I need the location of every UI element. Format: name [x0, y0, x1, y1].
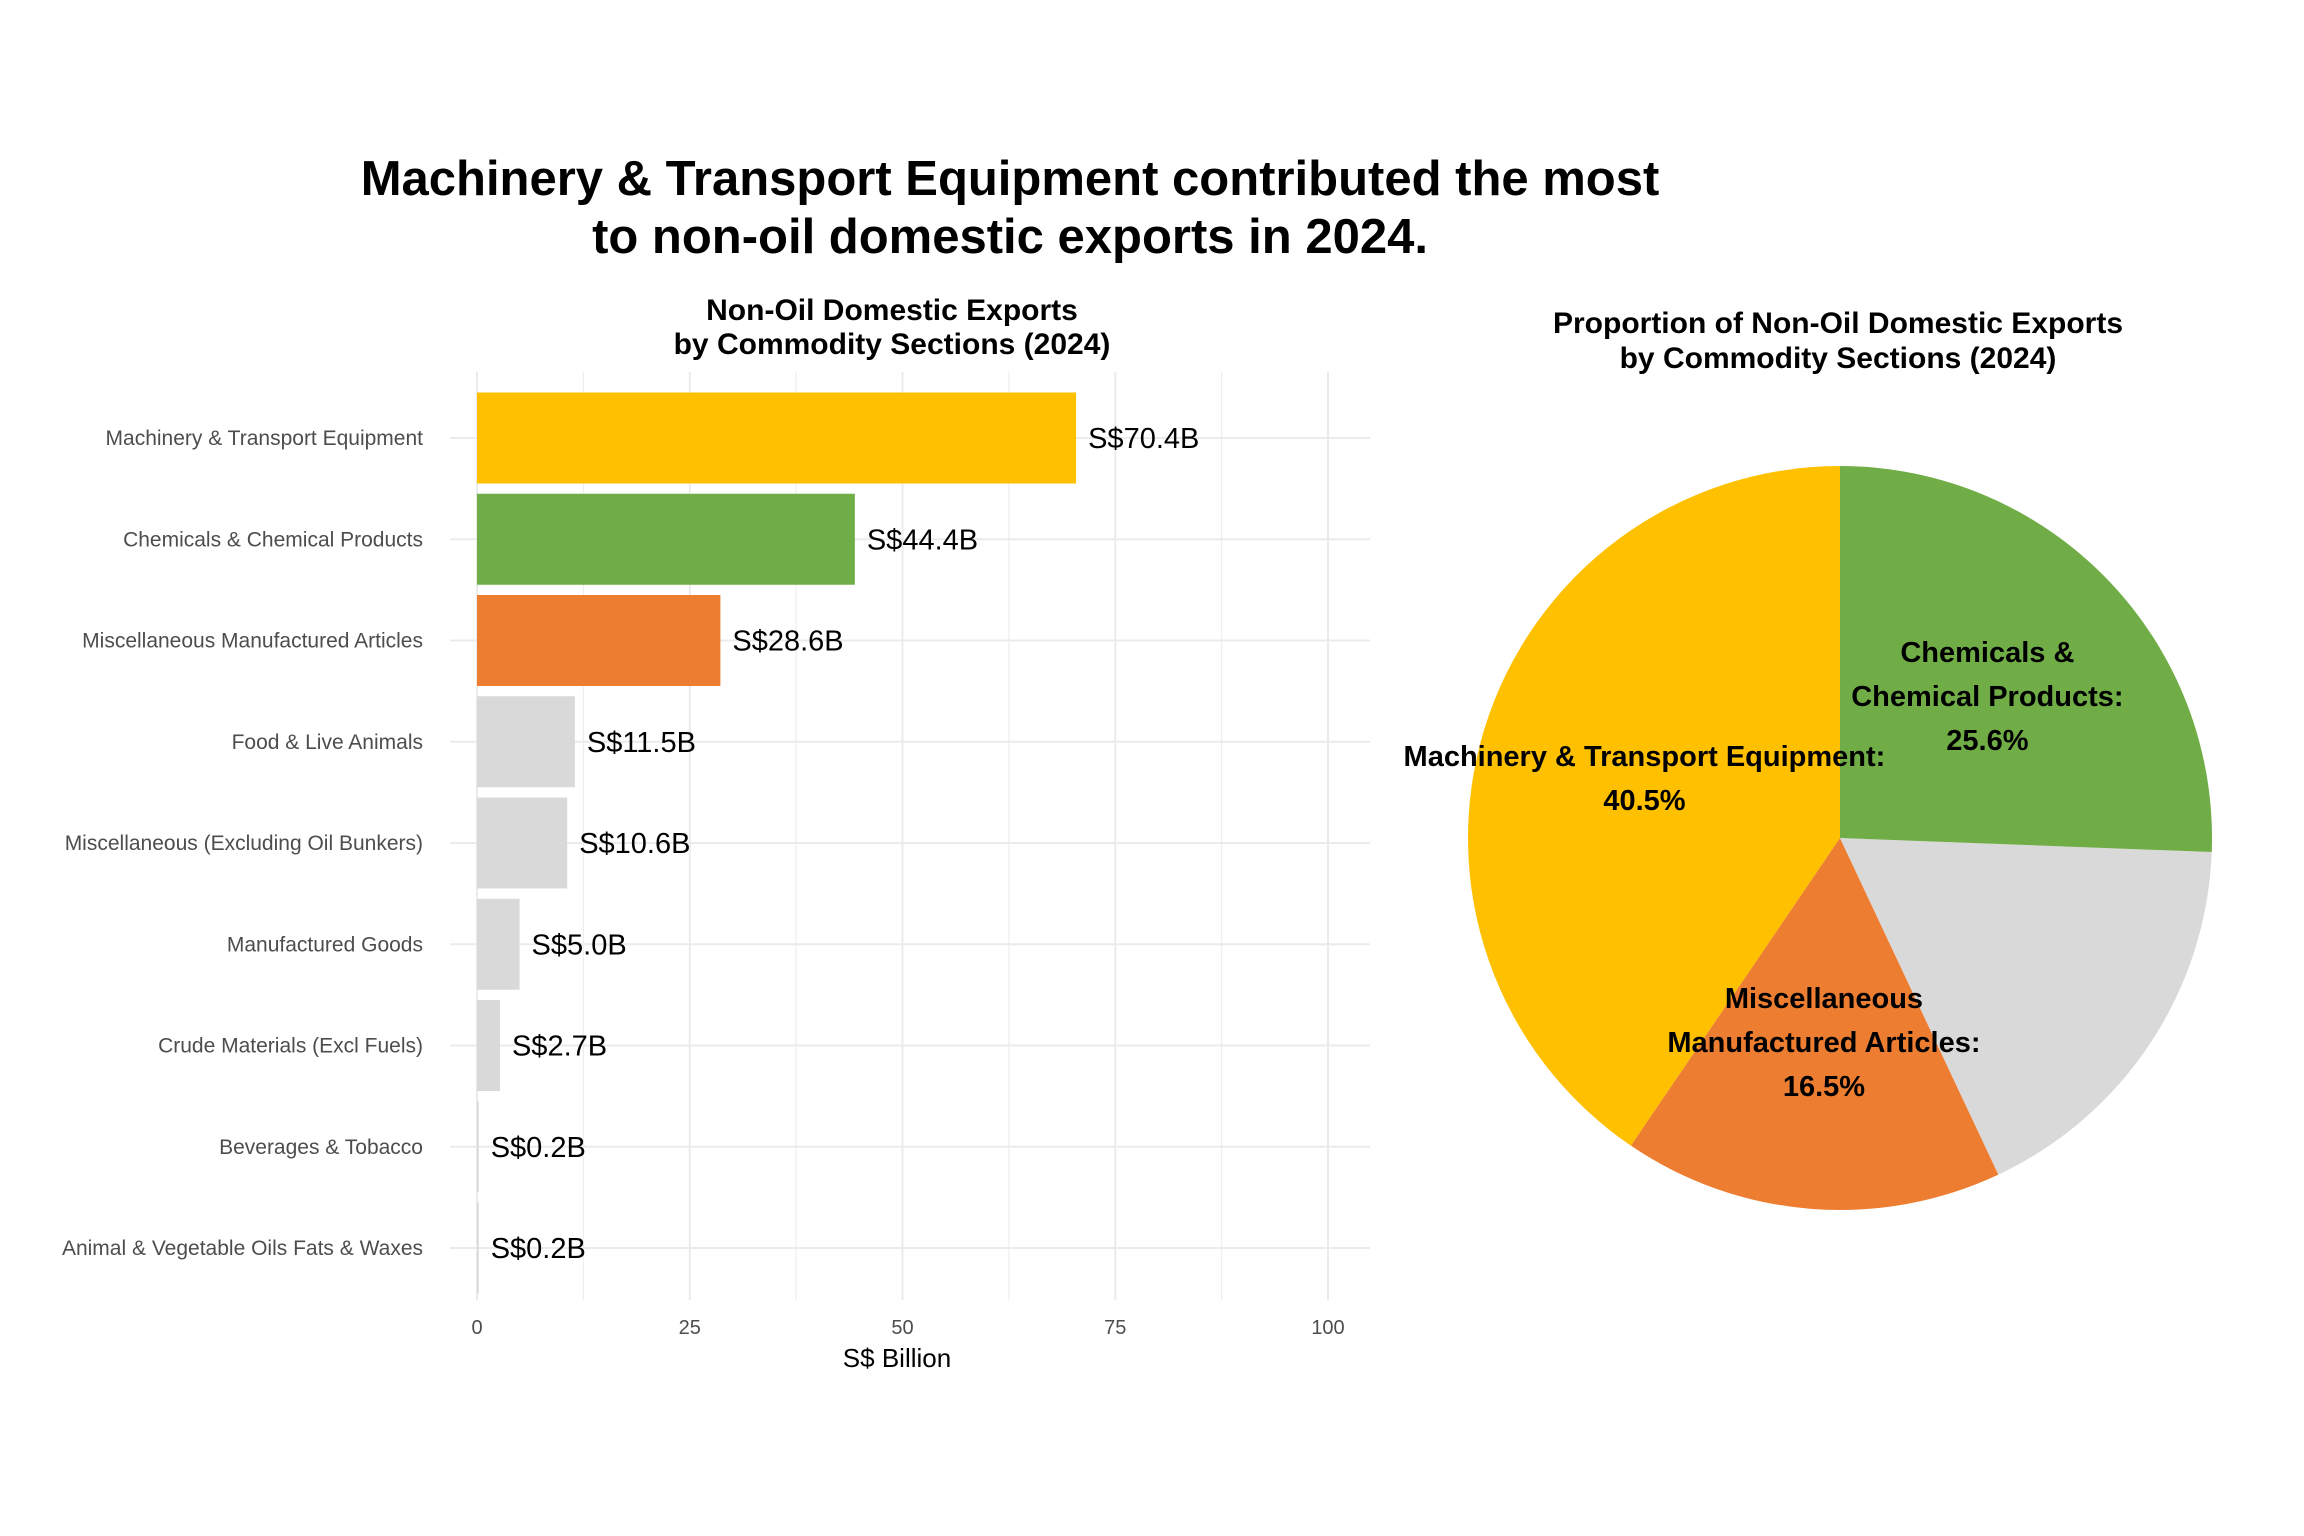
bar	[477, 1000, 500, 1091]
pie-slice-label: Manufactured Articles:	[1667, 1027, 1980, 1059]
pie-chart-title-line-2: by Commodity Sections (2024)	[1620, 342, 2057, 375]
bar	[477, 898, 520, 990]
bar-value-label: S$0.2B	[491, 1132, 586, 1164]
pie-slice-label: 25.6%	[1946, 725, 2028, 757]
pie-slice-label: 16.5%	[1783, 1071, 1865, 1103]
category-label: Beverages & Tobacco	[219, 1136, 423, 1159]
bar-chart-x-ticks: 0 25 50 75 100	[471, 1317, 1344, 1339]
category-label: Miscellaneous (Excluding Oil Bunkers)	[65, 832, 423, 855]
bar-value-label: S$2.7B	[512, 1031, 607, 1063]
pie-chart: Proportion of Non-Oil Domestic Exports b…	[1404, 307, 2212, 1210]
main-title-line-2: to non-oil domestic exports in 2024.	[592, 210, 1428, 264]
x-tick-label: 100	[1311, 1317, 1344, 1339]
category-label: Manufactured Goods	[227, 933, 423, 956]
bar-value-label: S$11.5B	[587, 727, 696, 759]
bar-chart-data-labels: S$70.4B S$44.4B S$28.6B S$11.5B S$10.6B S$5.0…	[491, 423, 1200, 1265]
x-axis-title: S$ Billion	[843, 1343, 951, 1373]
pie-slice-label: Chemical Products:	[1851, 681, 2123, 713]
bar-value-label: S$5.0B	[532, 929, 627, 961]
bar	[477, 696, 575, 788]
bar-value-label: S$44.4B	[867, 524, 978, 556]
bar-value-label: S$10.6B	[579, 828, 690, 860]
bar-chart-bars	[477, 392, 1077, 1294]
bar-chart-title-line-1: Non-Oil Domestic Exports	[706, 294, 1078, 327]
x-tick-label: 50	[891, 1317, 913, 1339]
pie-slice-label: Machinery & Transport Equipment:	[1404, 741, 1886, 773]
main-title-line-1: Machinery & Transport Equipment contribu…	[361, 152, 1660, 206]
bar-chart: Non-Oil Domestic Exports by Commodity Se…	[62, 294, 1370, 1373]
bar-value-label: S$0.2B	[491, 1233, 586, 1265]
category-label: Machinery & Transport Equipment	[106, 427, 424, 450]
pie-chart-title-line-1: Proportion of Non-Oil Domestic Exports	[1553, 307, 2123, 340]
bar-value-label: S$28.6B	[732, 626, 843, 658]
bar	[477, 595, 721, 686]
bar	[477, 1101, 479, 1193]
category-label: Food & Live Animals	[232, 731, 423, 754]
pie-slice-label: Miscellaneous	[1725, 983, 1923, 1015]
category-label: Miscellaneous Manufactured Articles	[82, 630, 423, 653]
bar	[477, 1202, 479, 1294]
pie-slice-label: Chemicals &	[1900, 637, 2074, 669]
bar	[477, 797, 568, 889]
category-label: Animal & Vegetable Oils Fats & Waxes	[62, 1237, 423, 1260]
pie-slice	[1840, 838, 2212, 1175]
pie-slice	[1468, 466, 1840, 1146]
pie-slice-label: 40.5%	[1603, 785, 1685, 817]
bar-chart-title-line-2: by Commodity Sections (2024)	[674, 328, 1111, 361]
bar	[477, 493, 855, 585]
x-tick-label: 75	[1104, 1317, 1126, 1339]
bar-chart-category-labels: Machinery & Transport Equipment Chemicals…	[62, 427, 423, 1260]
category-label: Chemicals & Chemical Products	[123, 528, 423, 551]
category-label: Crude Materials (Excl Fuels)	[158, 1035, 423, 1058]
pie-slices	[1468, 466, 2212, 1210]
x-tick-label: 25	[679, 1317, 701, 1339]
pie-slice	[1840, 466, 2212, 853]
bar-value-label: S$70.4B	[1088, 423, 1199, 455]
x-tick-label: 0	[471, 1317, 482, 1339]
pie-slice	[1630, 838, 1999, 1210]
bar	[477, 392, 1077, 484]
pie-slice-labels: Machinery & Transport Equipment: 40.5% Mis…	[1404, 637, 2124, 1103]
